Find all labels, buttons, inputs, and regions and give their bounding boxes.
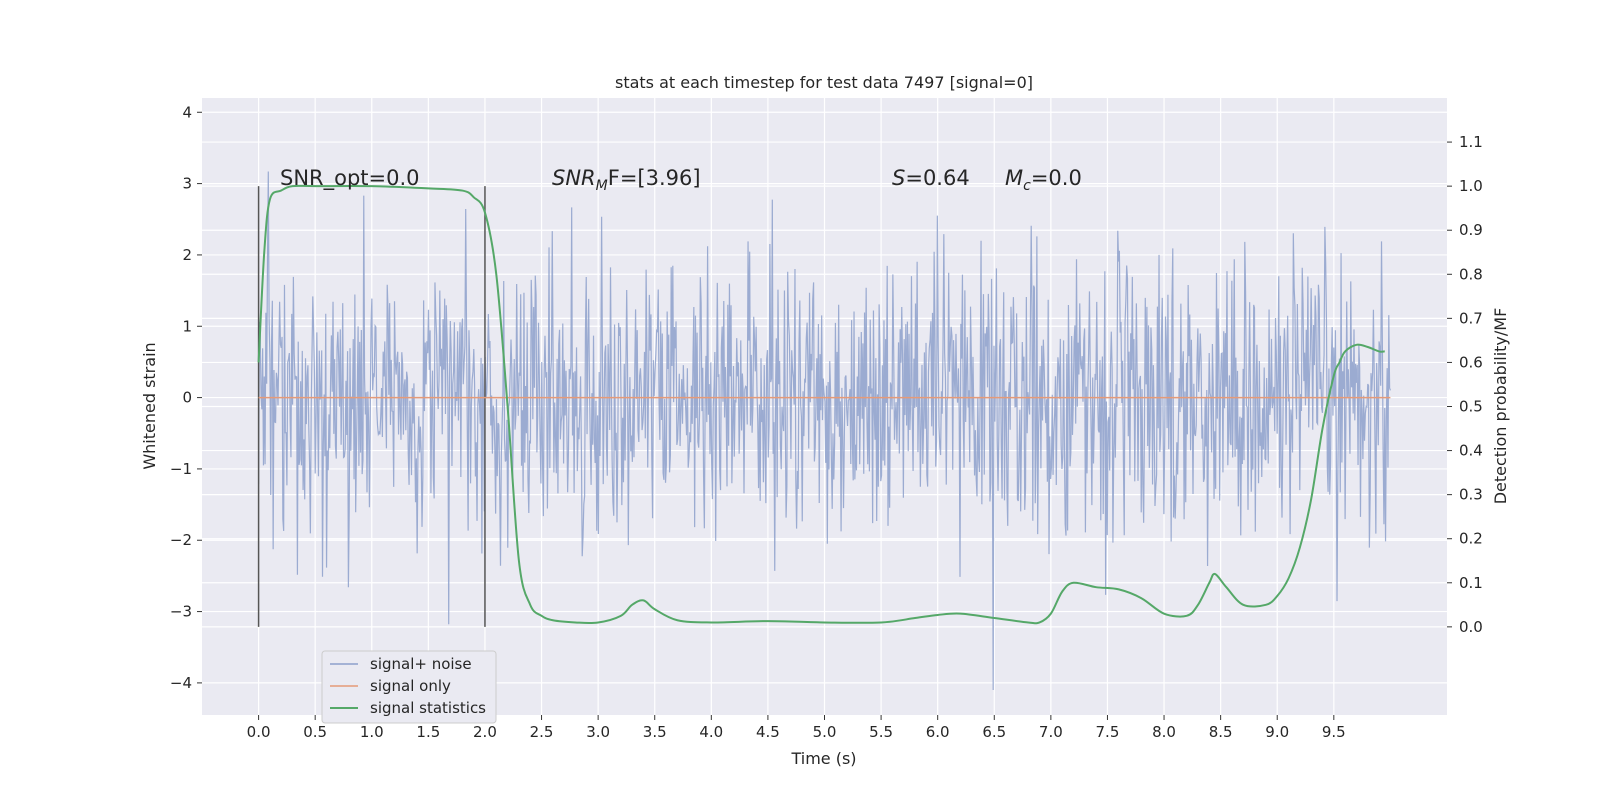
annotation-mc-sub: c <box>1023 178 1031 194</box>
annotation-snr-mf-main: SNR <box>552 166 596 190</box>
x-tick-label: 3.0 <box>586 723 610 741</box>
annotation-s-main: S <box>892 166 905 190</box>
x-tick-label: 0.0 <box>247 723 271 741</box>
y-right-tick-label: 0.7 <box>1459 309 1483 327</box>
y-left-tick-label: 1 <box>182 317 192 335</box>
annotation-mc: Mc=0.0 <box>1005 166 1082 194</box>
y-left-tick-label: −4 <box>170 674 192 692</box>
y-right-tick-label: 0.9 <box>1459 221 1483 239</box>
x-tick-label: 2.0 <box>473 723 497 741</box>
x-tick-label: 3.5 <box>643 723 667 741</box>
y-right-tick-label: 0.0 <box>1459 618 1483 636</box>
y-left-tick-label: 4 <box>182 103 192 121</box>
y-right-tick-label: 0.1 <box>1459 574 1483 592</box>
x-tick-label: 1.5 <box>416 723 440 741</box>
x-tick-label: 0.5 <box>303 723 327 741</box>
signal-statistics-series <box>257 184 1385 625</box>
y-right-tick-label: 0.4 <box>1459 442 1483 460</box>
y-axis-right-ticks: 1.1 1.0 0.9 0.8 0.7 0.6 0.5 0.4 0.3 0.2 0.1 0.0 <box>1447 133 1483 636</box>
y-axis-left-label: Whitened strain <box>140 342 159 469</box>
y-right-tick-label: 1.1 <box>1459 133 1483 151</box>
y-axis-right-label: Detection probability/MF <box>1491 308 1510 505</box>
y-right-tick-label: 0.3 <box>1459 486 1483 504</box>
window-markers <box>257 186 486 627</box>
x-tick-label: 7.0 <box>1039 723 1063 741</box>
annotation-snr-opt: SNR_opt=0.0 <box>280 166 420 191</box>
x-tick-label: 9.5 <box>1322 723 1346 741</box>
grid <box>202 98 1447 715</box>
y-axis-left-ticks: 4 3 2 1 0 −1 −2 −3 −4 <box>170 103 202 692</box>
x-tick-label: 9.0 <box>1265 723 1289 741</box>
legend-label-signal-noise: signal+ noise <box>370 655 472 673</box>
x-tick-label: 5.0 <box>813 723 837 741</box>
legend-label-signal-statistics: signal statistics <box>370 699 486 717</box>
y-left-tick-label: −3 <box>170 603 192 621</box>
annotation-s: S=0.64 <box>892 166 970 190</box>
annotation-s-rest: =0.64 <box>905 166 969 190</box>
x-tick-label: 6.5 <box>982 723 1006 741</box>
y-right-tick-label: 0.8 <box>1459 265 1483 283</box>
x-tick-label: 4.5 <box>756 723 780 741</box>
y-right-tick-label: 1.0 <box>1459 177 1483 195</box>
x-tick-label: 7.5 <box>1096 723 1120 741</box>
x-axis-label: Time (s) <box>790 749 856 768</box>
x-axis-ticks: 0.0 0.5 1.0 1.5 2.0 2.5 3.0 3.5 4.0 4.5 5.0 5.5 6.0 6… <box>247 715 1346 741</box>
x-tick-label: 2.5 <box>530 723 554 741</box>
x-tick-label: 8.5 <box>1209 723 1233 741</box>
x-tick-label: 8.0 <box>1152 723 1176 741</box>
legend: signal+ noise signal only signal statist… <box>321 650 497 724</box>
signal-statistics-line <box>257 184 1385 625</box>
legend-box <box>321 650 497 724</box>
y-left-tick-label: 2 <box>182 246 192 264</box>
x-tick-label: 1.0 <box>360 723 384 741</box>
x-tick-label: 5.5 <box>869 723 893 741</box>
legend-label-signal-only: signal only <box>370 677 451 695</box>
annotation-mc-main: M <box>1005 166 1023 190</box>
x-tick-label: 4.0 <box>699 723 723 741</box>
y-right-tick-label: 0.6 <box>1459 353 1483 371</box>
y-left-tick-label: 3 <box>182 175 192 193</box>
y-right-tick-label: 0.2 <box>1459 530 1483 548</box>
chart-title: stats at each timestep for test data 749… <box>615 73 1033 92</box>
y-left-tick-label: −2 <box>170 531 192 549</box>
annotation-snr-mf: SNRMF=[3.96] <box>552 166 701 194</box>
annotation-mc-rest: =0.0 <box>1031 166 1082 190</box>
y-right-tick-label: 0.5 <box>1459 398 1483 416</box>
y-left-tick-label: −1 <box>170 460 192 478</box>
annotation-snr-mf-rest: F=[3.96] <box>608 166 701 190</box>
x-tick-label: 6.0 <box>926 723 950 741</box>
y-left-tick-label: 0 <box>182 389 192 407</box>
annotation-snr-mf-sub: M <box>596 178 608 194</box>
